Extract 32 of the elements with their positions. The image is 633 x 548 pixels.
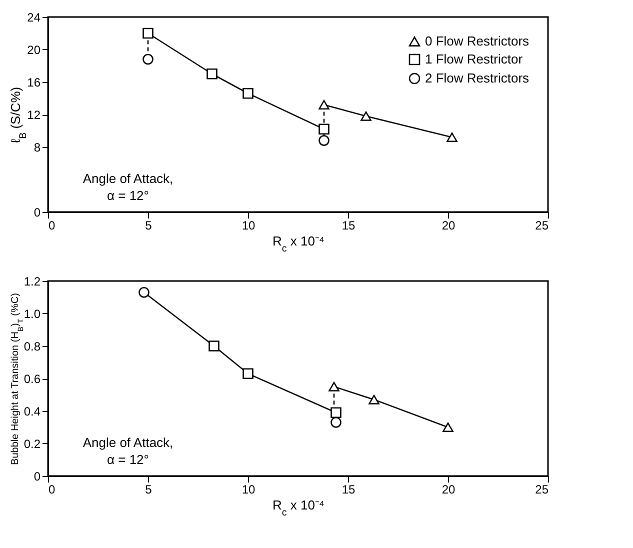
x-tick-label: 0	[48, 218, 56, 232]
legend-label: 0 Flow Restrictors	[425, 34, 530, 48]
legend-label: 1 Flow Restrictor	[425, 52, 524, 66]
x-tick-label: 25	[535, 482, 549, 496]
x-tick-label: 10	[242, 218, 256, 232]
x-tick-label: 5	[145, 482, 152, 496]
y-tick-label: 0.2	[24, 437, 41, 451]
y-tick-label: 1.0	[24, 307, 41, 321]
y-tick-label: 24	[27, 10, 41, 24]
y-tick-label: 0.6	[24, 372, 41, 386]
x-tick-label: 20	[442, 218, 456, 232]
y-tick-label: 0.4	[24, 404, 41, 418]
x-tick-label: 5	[145, 218, 152, 232]
y-tick-label: 12	[27, 108, 41, 122]
y-tick-label: 0.8	[24, 340, 41, 354]
annotation: Angle of Attack, α = 12°	[82, 434, 174, 467]
x-tick-label: 25	[535, 218, 549, 232]
x-tick-label: 0	[48, 482, 56, 496]
x-tick-label: 15	[342, 482, 356, 496]
x-tick-label: 15	[342, 218, 356, 232]
x-tick-label: 20	[442, 482, 456, 496]
y-tick-label: 0	[34, 470, 41, 484]
y-tick-label: 20	[27, 43, 41, 57]
y-tick-label: 0	[34, 206, 41, 220]
x-axis-title: R$_{c}$ x 10⁻⁴	[272, 234, 325, 254]
y-tick-label: 8	[34, 140, 41, 154]
y-tick-label: 16	[27, 76, 41, 90]
legend-label: 2 Flow Restrictors	[425, 70, 530, 86]
y-tick-label: 1.2	[24, 274, 41, 288]
x-axis-title: R$_{c}$ x 10⁻⁴	[272, 498, 325, 518]
annotation: Angle of Attack, α = 12°	[82, 170, 174, 203]
x-tick-label: 10	[242, 482, 256, 496]
